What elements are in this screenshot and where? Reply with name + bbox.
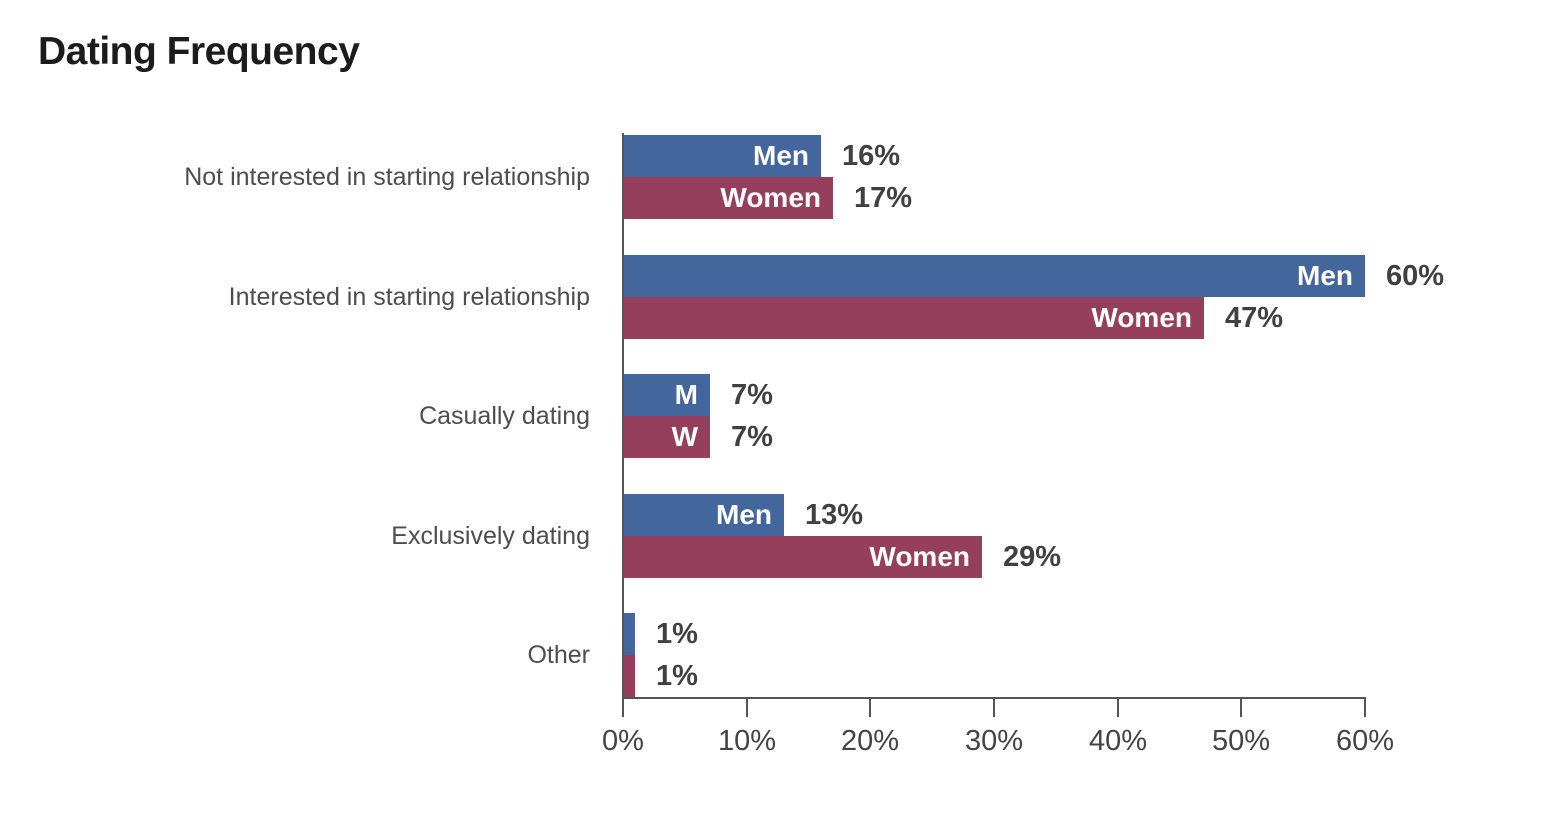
x-axis-tick-label: 30% bbox=[964, 725, 1024, 757]
bar-series-label: Women bbox=[869, 541, 970, 572]
x-axis-tick bbox=[1240, 699, 1242, 717]
bar-women: Women bbox=[623, 536, 982, 578]
bar-series-label: Women bbox=[720, 182, 821, 213]
category-label: Other bbox=[527, 640, 590, 669]
x-axis-tick-label: 50% bbox=[1211, 725, 1271, 757]
category-label: Exclusively dating bbox=[391, 521, 590, 550]
value-label: 17% bbox=[854, 181, 913, 214]
bar-women: Women bbox=[623, 297, 1204, 339]
bar-women bbox=[623, 655, 635, 697]
bar-men: Men bbox=[623, 135, 821, 177]
value-label: 29% bbox=[1003, 540, 1062, 573]
category-label: Casually dating bbox=[419, 401, 590, 430]
category-label: Not interested in starting relationship bbox=[184, 162, 590, 191]
y-axis-line bbox=[622, 133, 624, 715]
value-label: 7% bbox=[731, 420, 773, 453]
x-axis-tick bbox=[993, 699, 995, 717]
x-axis-tick-label: 20% bbox=[840, 725, 900, 757]
bar-series-label: Men bbox=[716, 499, 772, 530]
x-axis-tick-label: 60% bbox=[1335, 725, 1395, 757]
value-label: 1% bbox=[656, 659, 698, 692]
x-axis-tick bbox=[869, 699, 871, 717]
x-axis-tick bbox=[1117, 699, 1119, 717]
chart-title: Dating Frequency bbox=[38, 30, 360, 73]
x-axis-tick-label: 40% bbox=[1088, 725, 1148, 757]
bar-men: M bbox=[623, 374, 710, 416]
x-axis-tick bbox=[746, 699, 748, 717]
bar-series-label: W bbox=[671, 421, 698, 452]
value-label: 1% bbox=[656, 617, 698, 650]
bar-series-label: Women bbox=[1091, 302, 1192, 333]
value-label: 16% bbox=[842, 139, 901, 172]
category-label: Interested in starting relationship bbox=[228, 282, 590, 311]
bar-series-label: M bbox=[674, 379, 698, 410]
value-label: 13% bbox=[805, 498, 864, 531]
bar-series-label: Men bbox=[1297, 260, 1353, 291]
x-axis-tick-label: 0% bbox=[602, 725, 644, 757]
value-label: 60% bbox=[1386, 259, 1445, 292]
bar-men bbox=[623, 613, 635, 655]
x-axis-tick bbox=[1364, 699, 1366, 717]
value-label: 47% bbox=[1225, 301, 1284, 334]
bar-series-label: Men bbox=[753, 140, 809, 171]
bar-women: W bbox=[623, 416, 710, 458]
x-axis-tick-label: 10% bbox=[717, 725, 777, 757]
x-axis-line bbox=[622, 697, 1366, 699]
bar-women: Women bbox=[623, 177, 833, 219]
value-label: 7% bbox=[731, 378, 773, 411]
bar-men: Men bbox=[623, 494, 784, 536]
x-axis-tick bbox=[622, 699, 624, 717]
bar-men: Men bbox=[623, 255, 1365, 297]
